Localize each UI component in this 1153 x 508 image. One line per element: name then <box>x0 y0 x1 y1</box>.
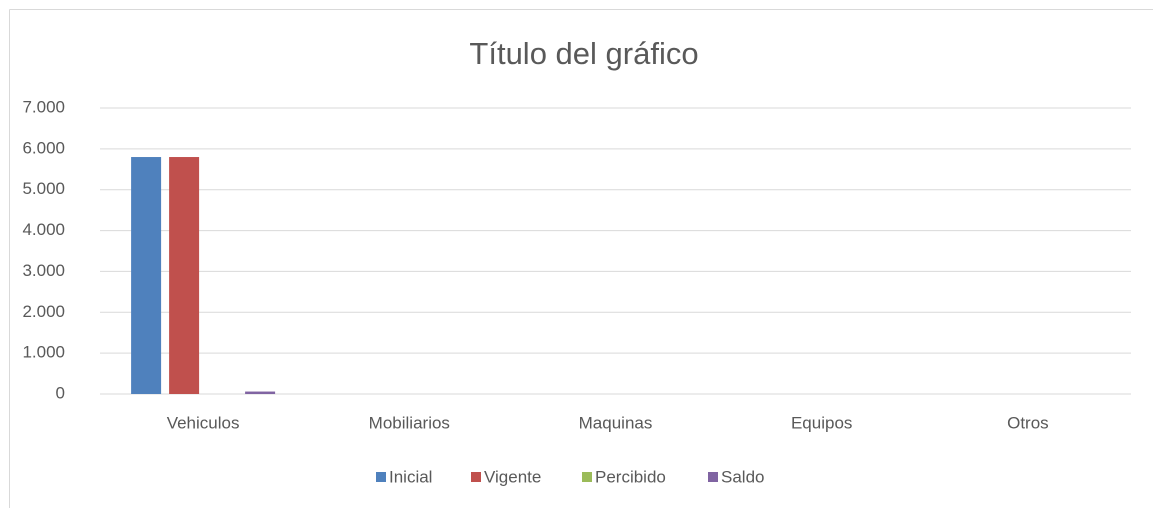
x-tick-label: Otros <box>1007 413 1049 432</box>
x-tick-label: Equipos <box>791 413 852 432</box>
legend-swatch <box>376 472 386 482</box>
y-tick-label: 6.000 <box>22 138 65 157</box>
legend-label: Vigente <box>484 467 541 486</box>
y-tick-label: 3.000 <box>22 261 65 280</box>
y-tick-label: 1.000 <box>22 343 65 362</box>
x-tick-label: Mobiliarios <box>369 413 450 432</box>
y-tick-label: 2.000 <box>22 302 65 321</box>
legend-label: Percibido <box>595 467 666 486</box>
legend-swatch <box>708 472 718 482</box>
legend-label: Saldo <box>721 467 764 486</box>
x-tick-label: Vehiculos <box>167 413 240 432</box>
y-tick-label: 0 <box>56 383 65 402</box>
legend-label: Inicial <box>389 467 432 486</box>
bar <box>131 157 162 394</box>
bar <box>245 391 276 394</box>
legend-swatch <box>582 472 592 482</box>
x-tick-label: Maquinas <box>579 413 653 432</box>
y-tick-label: 7.000 <box>22 97 65 116</box>
legend-swatch <box>471 472 481 482</box>
y-tick-label: 4.000 <box>22 220 65 239</box>
bar <box>169 157 200 394</box>
y-tick-label: 5.000 <box>22 179 65 198</box>
chart-title: Título del gráfico <box>469 36 698 71</box>
